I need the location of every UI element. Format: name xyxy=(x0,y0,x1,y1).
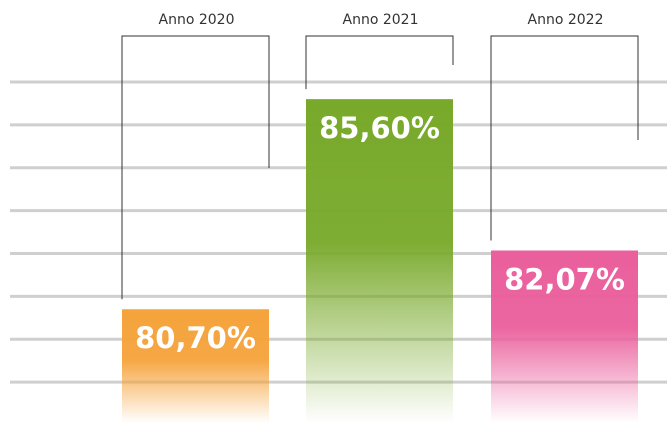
bar xyxy=(491,250,638,423)
value-label: 85,60% xyxy=(319,111,440,145)
x-tick-label: Anno 2022 xyxy=(528,12,604,28)
x-tick-label: Anno 2021 xyxy=(343,12,419,28)
value-label: 82,07% xyxy=(504,262,625,296)
bar xyxy=(306,99,453,423)
x-tick-label: Anno 2020 xyxy=(159,12,235,28)
bracket xyxy=(121,35,270,300)
bracket xyxy=(305,35,454,90)
value-label: 80,70% xyxy=(135,321,256,355)
bracket xyxy=(490,35,639,241)
bar xyxy=(122,309,269,423)
